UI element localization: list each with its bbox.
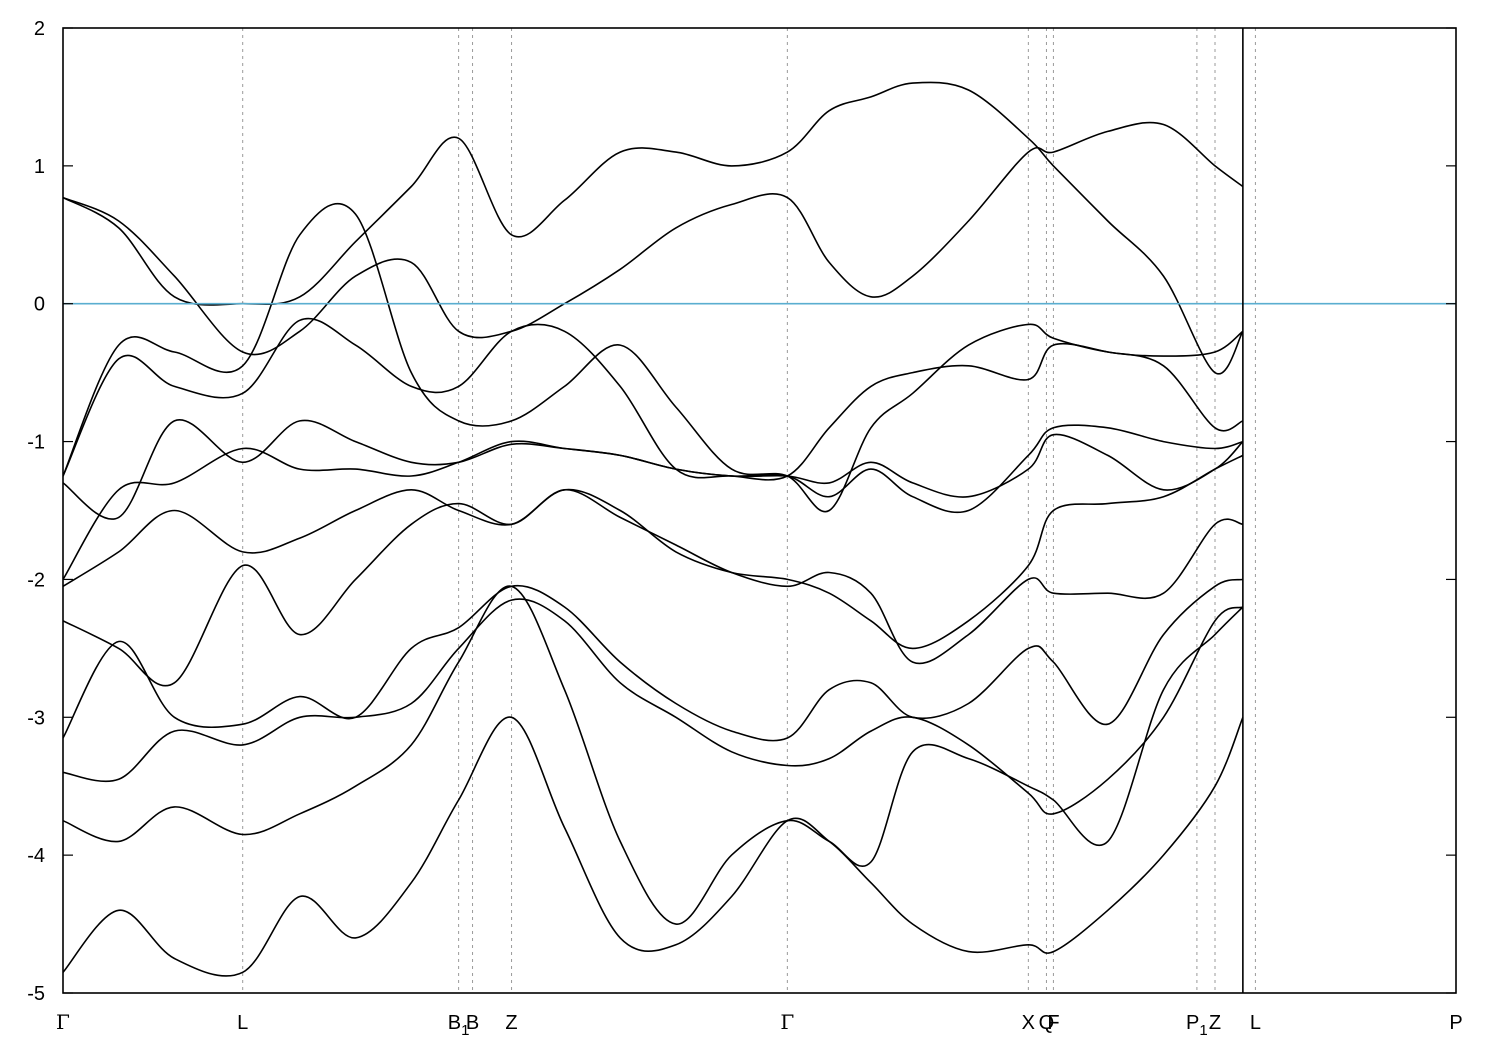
x-tick-label-10: Z (1209, 1012, 1221, 1034)
x-tick-label-8: F (1047, 1012, 1059, 1034)
x-axis-ticks: Γ L B1B Z Γ X QF P1 Z L P (56, 1010, 1463, 1039)
y-tick-label-6: -4 (27, 845, 45, 867)
band-lines (63, 81, 1244, 977)
x-tick-label-12: P (1449, 1012, 1462, 1034)
band-line-8 (63, 578, 1244, 742)
band-line-6 (63, 454, 1244, 650)
high-symmetry-gridlines (242, 28, 1256, 993)
x-tick-label-0: Γ (56, 1010, 70, 1034)
y-tick-label-4: -2 (27, 569, 45, 591)
x-tick-label-4: Z (505, 1012, 517, 1034)
y-tick-label-5: -3 (27, 707, 45, 729)
y-tick-label-2: 0 (34, 294, 45, 316)
x-tick-label-9: P1 (1186, 1012, 1208, 1039)
band-line-0 (63, 81, 1244, 375)
y-axis-ticks: 2 1 0 -1 -2 -3 -4 -5 (27, 18, 1456, 1005)
plot-frame (62, 27, 1457, 994)
band-line-2 (63, 202, 1244, 513)
x-tick-label-1: L (237, 1012, 248, 1034)
x-tick-label-6: X (1022, 1012, 1035, 1034)
band-line-4 (63, 419, 1244, 520)
band-line-7 (63, 488, 1244, 687)
y-tick-label-1: 1 (34, 156, 45, 178)
x-tick-label-5: Γ (780, 1010, 794, 1034)
x-tick-label-3: B (466, 1012, 479, 1034)
y-tick-label-7: -5 (27, 983, 45, 1005)
band-line-10 (63, 585, 1244, 925)
band-line-11 (63, 716, 1244, 977)
band-line-5 (63, 433, 1244, 580)
x-tick-label-7: Q (1039, 1012, 1055, 1034)
band-line-1 (63, 121, 1244, 356)
y-tick-label-0: 2 (34, 18, 45, 40)
y-tick-label-3: -1 (27, 432, 45, 454)
x-tick-label-11: L (1250, 1012, 1261, 1034)
band-line-9 (63, 598, 1244, 815)
band-line-3 (63, 317, 1244, 481)
